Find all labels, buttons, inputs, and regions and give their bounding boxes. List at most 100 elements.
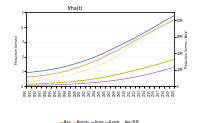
Y-axis label: Production (tonnes): Production (tonnes) bbox=[15, 35, 19, 64]
Oceania bbox=[45, 84, 47, 86]
Europe bbox=[89, 58, 91, 60]
Europe bbox=[49, 69, 52, 70]
Africa bbox=[114, 74, 116, 76]
Americas bbox=[104, 56, 106, 57]
Americas bbox=[30, 76, 32, 77]
Oceania bbox=[40, 84, 42, 86]
Americas bbox=[153, 30, 155, 31]
Europe bbox=[119, 45, 121, 46]
Africa bbox=[153, 65, 155, 66]
Europe bbox=[128, 40, 131, 41]
Europe bbox=[35, 71, 37, 72]
Oceania bbox=[89, 82, 91, 84]
Americas bbox=[59, 72, 62, 73]
Africa bbox=[123, 72, 126, 74]
Americas bbox=[168, 22, 170, 23]
Asia (RHS) bbox=[69, 74, 72, 75]
Europe bbox=[173, 15, 175, 17]
Text: t/ha(t): t/ha(t) bbox=[67, 6, 83, 11]
Americas bbox=[45, 74, 47, 76]
Asia (RHS) bbox=[25, 81, 27, 83]
Asia (RHS) bbox=[49, 78, 52, 79]
Africa bbox=[25, 84, 27, 85]
Africa bbox=[158, 63, 160, 65]
Asia (RHS) bbox=[158, 26, 160, 27]
Oceania bbox=[79, 83, 81, 84]
Asia (RHS) bbox=[30, 81, 32, 82]
Americas bbox=[109, 53, 111, 55]
Africa bbox=[133, 70, 136, 71]
Legend: Africa, Americas, Europe, Oceania, Asia (RHS): Africa, Americas, Europe, Oceania, Asia … bbox=[60, 120, 140, 123]
Asia (RHS) bbox=[153, 28, 155, 30]
Europe bbox=[158, 23, 160, 25]
Oceania bbox=[109, 80, 111, 82]
Oceania bbox=[64, 84, 67, 85]
Africa bbox=[54, 82, 57, 84]
Africa bbox=[64, 81, 67, 83]
Oceania bbox=[59, 84, 62, 85]
Oceania bbox=[158, 71, 160, 72]
Americas bbox=[94, 60, 96, 62]
Africa bbox=[69, 81, 72, 83]
Oceania bbox=[69, 83, 72, 85]
Oceania bbox=[138, 75, 141, 77]
Europe bbox=[45, 70, 47, 71]
Line: Oceania: Oceania bbox=[26, 67, 174, 85]
Africa bbox=[35, 83, 37, 85]
Oceania bbox=[173, 67, 175, 68]
Americas bbox=[35, 76, 37, 77]
Americas bbox=[128, 43, 131, 44]
Asia (RHS) bbox=[40, 80, 42, 81]
Europe bbox=[123, 42, 126, 44]
Africa bbox=[94, 78, 96, 79]
Europe bbox=[104, 52, 106, 53]
Asia (RHS) bbox=[79, 71, 81, 73]
Africa bbox=[168, 60, 170, 62]
Europe bbox=[138, 35, 141, 36]
Asia (RHS) bbox=[104, 62, 106, 63]
Asia (RHS) bbox=[119, 53, 121, 55]
Asia (RHS) bbox=[74, 73, 77, 74]
Oceania bbox=[163, 69, 165, 71]
Africa bbox=[45, 83, 47, 84]
Asia (RHS) bbox=[64, 75, 67, 77]
Europe bbox=[64, 66, 67, 67]
Asia (RHS) bbox=[54, 77, 57, 79]
Asia (RHS) bbox=[114, 56, 116, 58]
Europe bbox=[30, 71, 32, 73]
Oceania bbox=[94, 82, 96, 83]
Americas bbox=[69, 69, 72, 71]
Europe bbox=[99, 54, 101, 56]
Europe bbox=[163, 20, 165, 22]
Africa bbox=[99, 77, 101, 79]
Line: Asia (RHS): Asia (RHS) bbox=[26, 21, 174, 82]
Americas bbox=[123, 46, 126, 47]
Europe bbox=[79, 62, 81, 63]
Y-axis label: Production (tonnes - Asia): Production (tonnes - Asia) bbox=[185, 30, 189, 69]
Africa bbox=[163, 62, 165, 63]
Americas bbox=[143, 35, 146, 36]
Asia (RHS) bbox=[45, 79, 47, 80]
Asia (RHS) bbox=[173, 21, 175, 22]
Europe bbox=[143, 32, 146, 33]
Americas bbox=[64, 70, 67, 72]
Line: Americas: Americas bbox=[26, 20, 174, 77]
Oceania bbox=[148, 73, 151, 75]
Americas bbox=[99, 58, 101, 60]
Americas bbox=[84, 64, 86, 66]
Europe bbox=[84, 60, 86, 61]
Africa bbox=[119, 73, 121, 75]
Europe bbox=[114, 47, 116, 48]
Asia (RHS) bbox=[138, 38, 141, 40]
Americas bbox=[40, 75, 42, 77]
Asia (RHS) bbox=[163, 24, 165, 25]
Oceania bbox=[49, 84, 52, 86]
Europe bbox=[40, 70, 42, 72]
Africa bbox=[59, 82, 62, 83]
Oceania bbox=[99, 81, 101, 83]
Americas bbox=[173, 19, 175, 20]
Oceania bbox=[114, 80, 116, 81]
Europe bbox=[94, 56, 96, 58]
Asia (RHS) bbox=[94, 66, 96, 68]
Oceania bbox=[54, 84, 57, 85]
